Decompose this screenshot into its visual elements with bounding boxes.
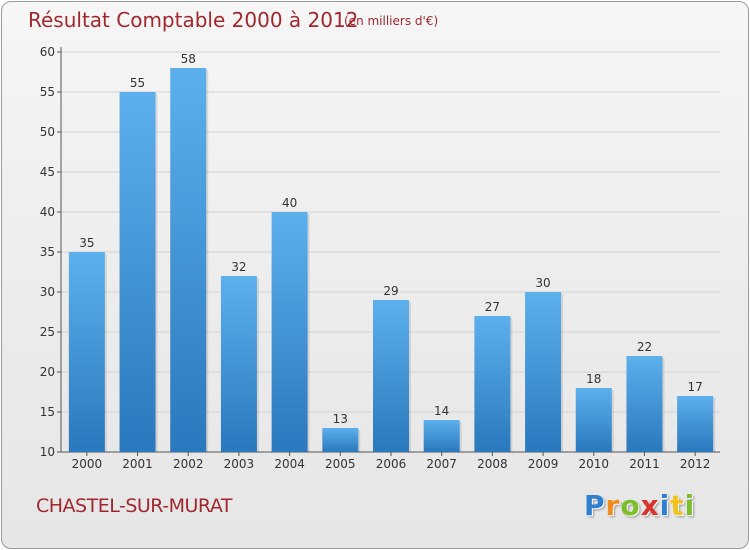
data-label: 29 [383, 284, 398, 298]
x-tick-label: 2000 [72, 457, 103, 471]
x-tick-label: 2007 [426, 457, 457, 471]
bar-2006 [373, 300, 409, 452]
tick-labels: 10 15 20 25 30 35 40 45 50 55 60 2000 2001 2002 2003 20… [40, 45, 711, 471]
y-tick-label: 40 [40, 205, 55, 219]
data-label: 17 [688, 380, 703, 394]
proxiti-logo[interactable]: Proxiti [584, 489, 695, 522]
y-tick-label: 15 [40, 405, 55, 419]
x-tick-label: 2002 [173, 457, 204, 471]
bar-2001 [119, 92, 156, 452]
data-label: 18 [586, 372, 601, 386]
logo-letter: i [659, 489, 671, 522]
bar-2003 [220, 276, 257, 452]
logo-letter: t [670, 489, 685, 522]
bar-2009 [525, 292, 562, 452]
logo-letter: i [684, 489, 696, 522]
y-tick-label: 50 [40, 125, 55, 139]
bar-2005 [322, 428, 359, 452]
data-label: 40 [282, 196, 297, 210]
y-tick-label: 30 [40, 285, 55, 299]
bar-2011 [626, 356, 663, 452]
x-tick-label: 2001 [122, 457, 153, 471]
bar-2000 [68, 252, 105, 452]
y-tick-label: 60 [40, 45, 55, 59]
x-tick-label: 2008 [477, 457, 508, 471]
logo-letter: x [640, 489, 660, 522]
chart-subtitle: (en milliers d'€) [344, 14, 439, 28]
data-labels: 35 55 58 32 40 13 29 14 27 30 18 22 17 [79, 52, 703, 426]
y-tick-label: 35 [40, 245, 55, 259]
bars [68, 68, 716, 452]
x-tick-label: 2012 [680, 457, 711, 471]
data-label: 58 [181, 52, 196, 66]
bar-2008 [474, 316, 511, 452]
data-label: 13 [333, 412, 348, 426]
x-tick-label: 2011 [629, 457, 660, 471]
bar-2007 [423, 420, 460, 452]
bar-2012 [677, 396, 714, 452]
y-tick-label: 10 [40, 445, 55, 459]
logo-letter: o [620, 489, 641, 522]
x-tick-label: 2003 [224, 457, 255, 471]
y-tick-label: 55 [40, 85, 55, 99]
y-tick-label: 20 [40, 365, 55, 379]
x-tick-label: 2010 [578, 457, 609, 471]
data-label: 55 [130, 76, 145, 90]
x-tick-label: 2006 [376, 457, 407, 471]
commune-name: CHASTEL-SUR-MURAT [36, 495, 232, 517]
x-tick-label: 2009 [528, 457, 559, 471]
data-label: 27 [485, 300, 500, 314]
data-label: 14 [434, 404, 449, 418]
bar-2004 [271, 212, 308, 452]
data-label: 32 [231, 260, 246, 274]
y-tick-label: 25 [40, 325, 55, 339]
data-label: 35 [79, 236, 94, 250]
y-tick-label: 45 [40, 165, 55, 179]
data-label: 30 [535, 276, 550, 290]
bar-2010 [575, 388, 612, 452]
chart-title: Résultat Comptable 2000 à 2012 [28, 8, 359, 32]
logo-letter: P [584, 489, 606, 522]
logo-letter: r [605, 489, 621, 522]
x-tick-label: 2005 [325, 457, 356, 471]
data-label: 22 [637, 340, 652, 354]
bar-2002 [170, 68, 207, 452]
x-tick-label: 2004 [274, 457, 305, 471]
